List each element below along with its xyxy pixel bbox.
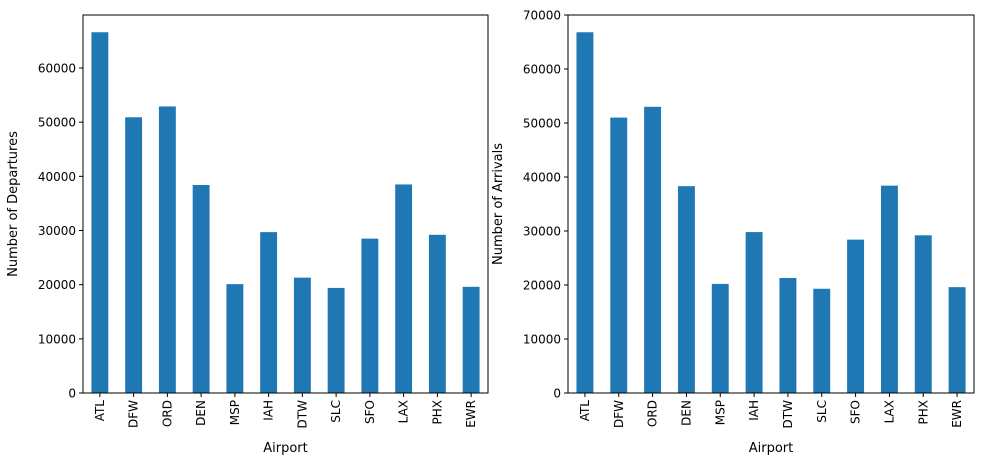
- x-tick-label: DFW: [612, 400, 626, 428]
- x-tick-label: ORD: [646, 400, 660, 427]
- departures-chart: ATL DFW ORD DEN MSP IAH DTW SLC SFO LAX PHX EWR 0 100…: [6, 14, 489, 456]
- x-tick-label: PHX: [430, 400, 444, 424]
- bar-slc: [813, 288, 831, 393]
- y-tick-label: 10000: [523, 333, 561, 347]
- bar-iah: [260, 232, 278, 394]
- x-tick-label: LAX: [397, 400, 411, 423]
- y-tick-label: 20000: [38, 278, 76, 292]
- x-tick-label: DEN: [679, 400, 693, 426]
- x-axis-label: Airport: [749, 441, 794, 456]
- bar-ewr: [948, 287, 966, 393]
- y-tick-label: 50000: [523, 117, 561, 131]
- x-tick-label: ATL: [93, 400, 107, 422]
- y-tick-label: 10000: [38, 332, 76, 346]
- bar-dfw: [610, 117, 628, 393]
- y-tick-label: 70000: [523, 9, 561, 23]
- bar-dtw: [293, 277, 311, 394]
- y-tick-label: 60000: [523, 63, 561, 77]
- x-tick-label: DFW: [127, 400, 141, 428]
- x-tick-label: EWR: [950, 400, 964, 428]
- bar-ord: [158, 106, 176, 394]
- y-tick-label: 50000: [38, 116, 76, 130]
- arrivals-chart: ATL DFW ORD DEN MSP IAH DTW SLC SFO LAX PHX EWR 0 100…: [491, 9, 975, 456]
- bar-dtw: [779, 277, 797, 393]
- x-tick-label: MSP: [228, 400, 242, 425]
- bar-den: [677, 186, 695, 393]
- bar-phx: [914, 235, 932, 393]
- y-tick-label: 30000: [38, 224, 76, 238]
- y-axis-label: Number of Departures: [6, 131, 21, 277]
- y-axis-label: Number of Arrivals: [491, 143, 506, 265]
- y-tick-label: 60000: [38, 62, 76, 76]
- x-axis-label: Airport: [263, 441, 308, 456]
- bar-ord: [644, 106, 662, 394]
- y-tick-label: 20000: [523, 279, 561, 293]
- bar-phx: [428, 234, 446, 393]
- x-tick-label: SLC: [815, 400, 829, 423]
- plot-frame: [567, 14, 975, 394]
- bar-den: [192, 185, 210, 393]
- bar-msp: [711, 283, 729, 393]
- x-tick-label: DTW: [295, 400, 309, 429]
- y-tick-label: 40000: [38, 170, 76, 184]
- plot-frame: [82, 14, 489, 394]
- bar-sfo: [361, 238, 379, 394]
- x-tick-label: IAH: [262, 400, 276, 421]
- x-tick-label: ORD: [160, 400, 174, 427]
- bar-lax: [395, 184, 413, 393]
- y-tick-label: 0: [68, 387, 76, 401]
- bar-dfw: [125, 117, 143, 393]
- bar-slc: [327, 287, 345, 393]
- x-tick-label: LAX: [882, 400, 896, 423]
- x-tick-label: IAH: [747, 400, 761, 421]
- y-tick-label: 0: [553, 387, 561, 401]
- x-tick-label: MSP: [713, 400, 727, 425]
- x-tick-label: ATL: [578, 400, 592, 422]
- x-tick-label: PHX: [916, 400, 930, 424]
- bar-atl: [576, 32, 594, 393]
- x-tick-label: SLC: [329, 400, 343, 423]
- bar-lax: [880, 185, 898, 393]
- bar-iah: [745, 232, 763, 393]
- x-tick-label: SFO: [849, 400, 863, 424]
- x-tick-label: DEN: [194, 400, 208, 426]
- bar-sfo: [847, 239, 865, 393]
- bar-msp: [226, 284, 244, 394]
- bar-ewr: [462, 286, 480, 393]
- y-tick-label: 40000: [523, 171, 561, 185]
- x-tick-label: DTW: [781, 400, 795, 429]
- x-tick-label: SFO: [363, 400, 377, 424]
- x-tick-label: EWR: [464, 400, 478, 428]
- y-tick-label: 30000: [523, 225, 561, 239]
- bar-atl: [91, 32, 109, 393]
